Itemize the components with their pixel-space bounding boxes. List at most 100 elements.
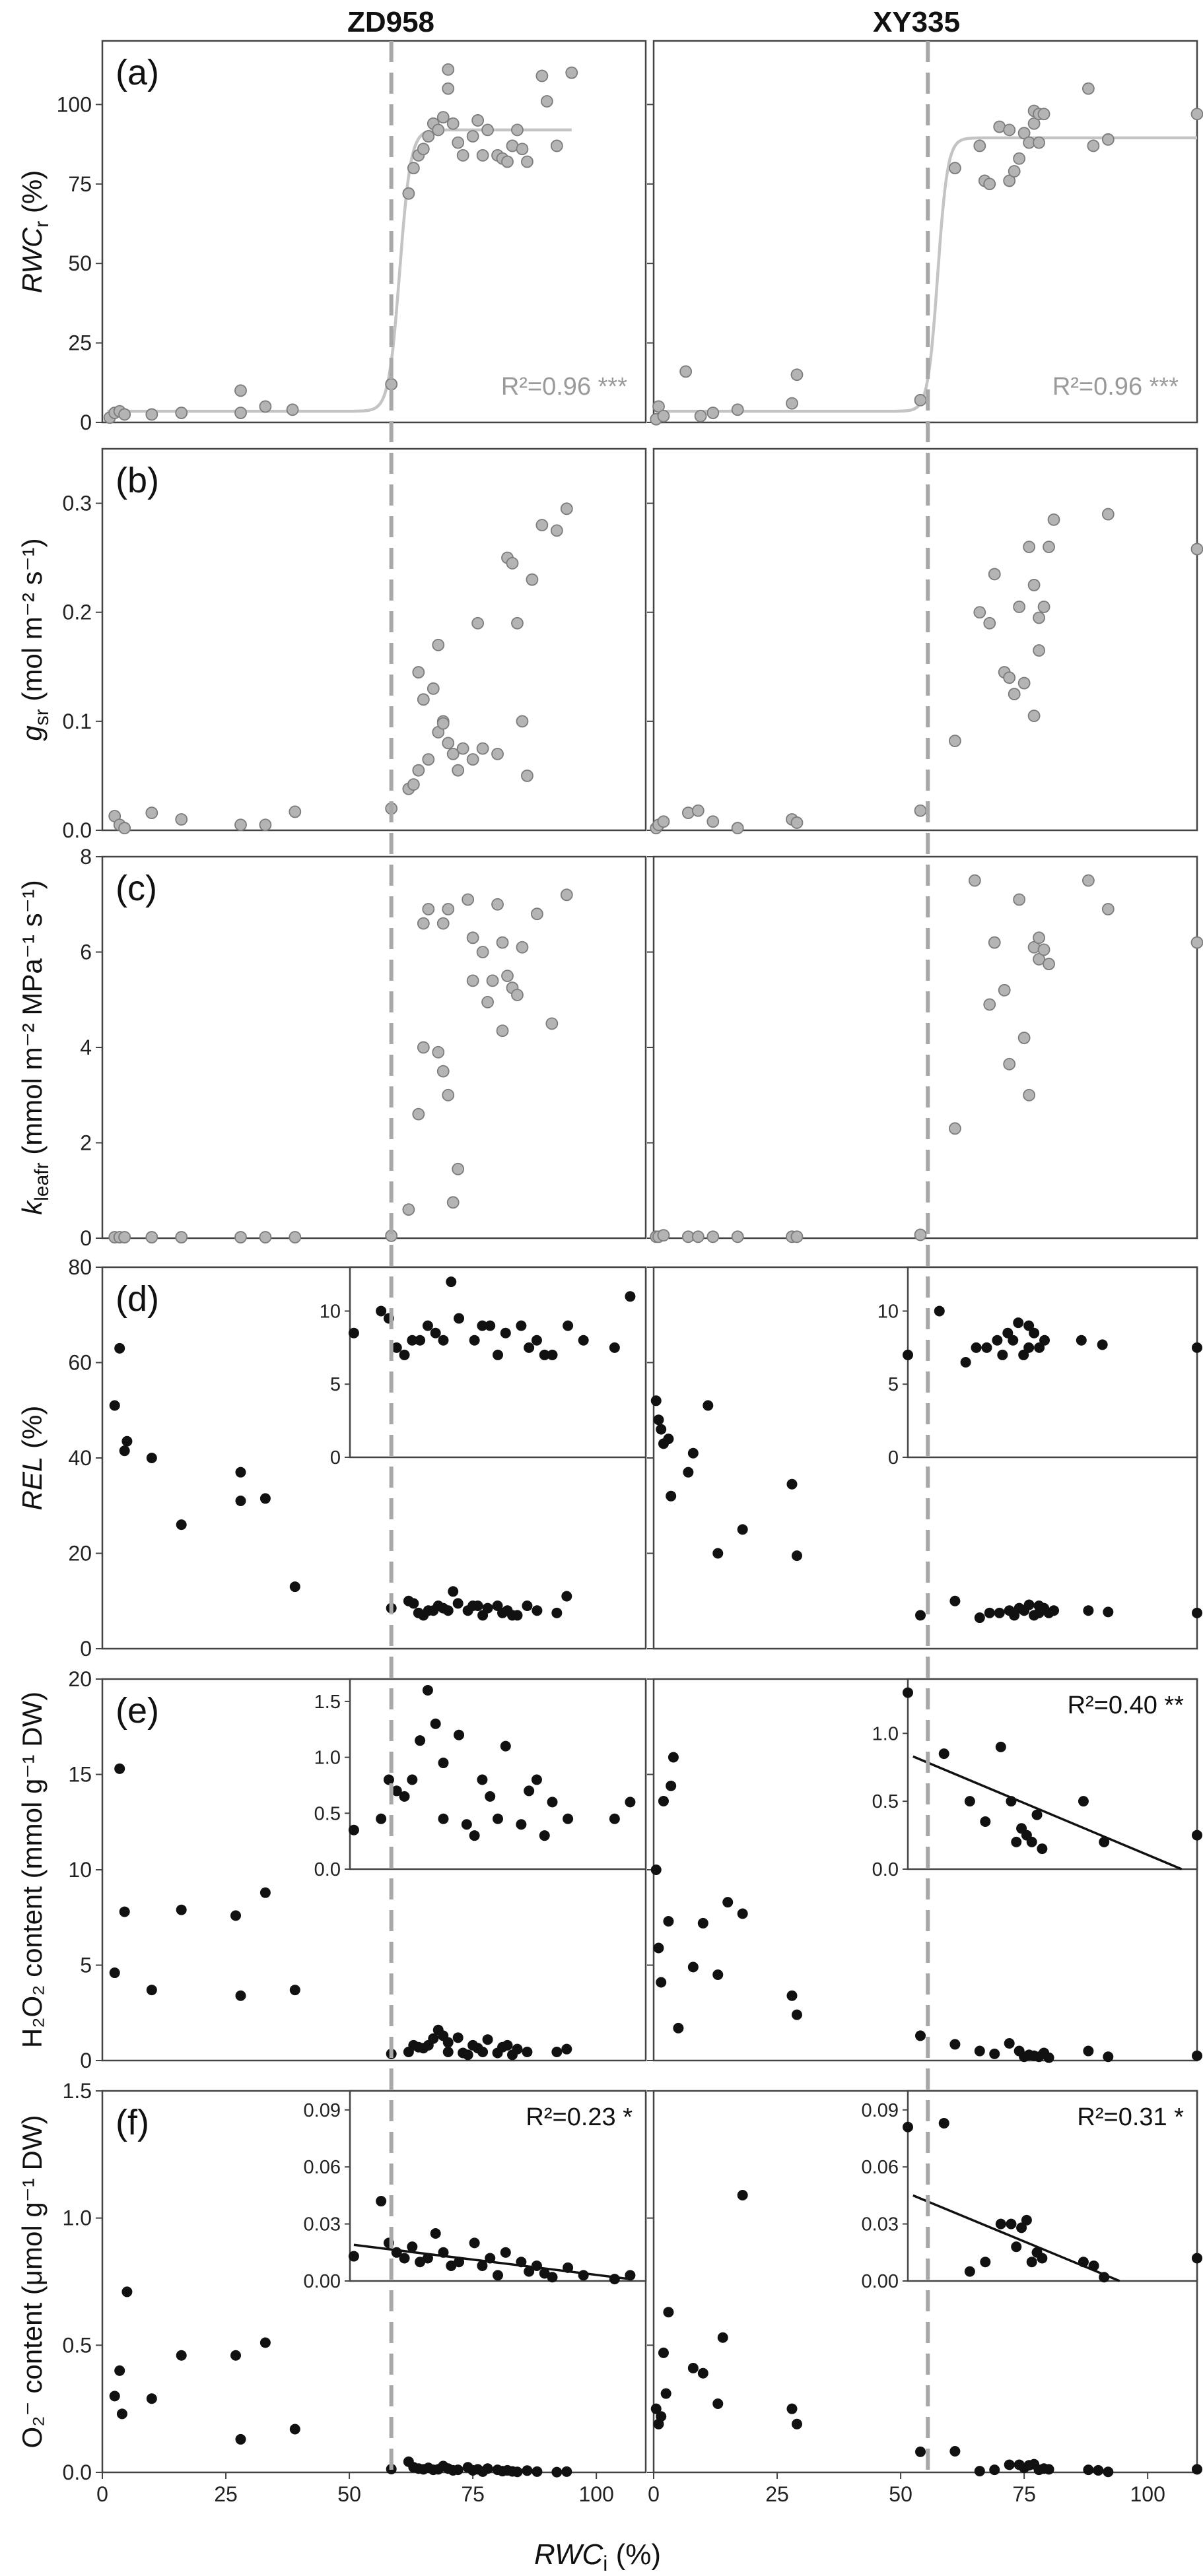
data-point bbox=[482, 2463, 493, 2474]
data-point bbox=[712, 1548, 724, 1559]
data-point bbox=[1033, 644, 1045, 657]
inset-data-point bbox=[469, 1830, 480, 1841]
inset-y-tick-label: 0.00 bbox=[862, 2271, 899, 2292]
y-axis-title: REL (%) bbox=[17, 1406, 48, 1511]
y-axis-title-unit: (mol m⁻² s⁻¹) bbox=[17, 538, 48, 709]
data-point bbox=[551, 2466, 563, 2478]
data-point bbox=[521, 770, 533, 782]
inset-data-point bbox=[539, 1830, 550, 1841]
inset-data-point bbox=[348, 1327, 359, 1338]
data-point bbox=[949, 1595, 961, 1606]
data-point bbox=[974, 2466, 985, 2477]
data-point bbox=[116, 2408, 127, 2420]
data-point bbox=[983, 178, 996, 191]
inset-data-point bbox=[1006, 1796, 1017, 1807]
data-point bbox=[1027, 710, 1041, 722]
data-point bbox=[974, 2045, 985, 2057]
y-axis-title: kleafr (mmol m⁻² MPa⁻¹ s⁻¹) bbox=[17, 880, 53, 1214]
data-point bbox=[496, 936, 509, 949]
inset-data-point bbox=[980, 1816, 991, 1827]
y-tick-label: 0.3 bbox=[63, 492, 92, 515]
inset-data-point bbox=[934, 1305, 945, 1317]
data-point bbox=[1043, 958, 1055, 970]
data-point bbox=[706, 1230, 720, 1243]
data-point bbox=[1083, 1605, 1094, 1616]
inset-data-point bbox=[1037, 2253, 1048, 2264]
data-point bbox=[526, 573, 539, 586]
data-point bbox=[1103, 2051, 1114, 2063]
data-point bbox=[1082, 874, 1095, 887]
inset-data-point bbox=[391, 1785, 402, 1797]
data-point bbox=[1047, 513, 1060, 526]
inset-data-point bbox=[516, 1320, 527, 1331]
y-axis-title: H₂O₂ content (mmol g⁻¹ DW) bbox=[17, 1692, 48, 2048]
inset-data-point bbox=[609, 2274, 620, 2285]
y-tick-label: 10 bbox=[68, 1858, 92, 1882]
plot-frame bbox=[652, 40, 1198, 424]
inset-y-tick-label: 1.5 bbox=[314, 1692, 341, 1713]
data-point bbox=[289, 1231, 302, 1243]
inset-data-point bbox=[376, 1813, 387, 1824]
data-point bbox=[532, 1605, 543, 1616]
data-point bbox=[462, 2049, 473, 2061]
data-point bbox=[737, 1908, 748, 1919]
data-point bbox=[1033, 931, 1045, 944]
data-point bbox=[114, 1342, 125, 1354]
data-point bbox=[737, 2189, 748, 2200]
inset-frame bbox=[907, 2090, 1198, 2282]
inset-data-point bbox=[469, 2237, 480, 2249]
inset-data-point bbox=[430, 1718, 441, 1729]
data-point bbox=[511, 989, 524, 1001]
inset-plot: 0.00 0.03 0.06 0.09 R²=0.31 * bbox=[862, 2090, 1202, 2292]
data-point bbox=[973, 606, 986, 619]
data-point bbox=[1190, 936, 1203, 949]
data-point bbox=[561, 2466, 572, 2477]
data-point bbox=[984, 1607, 995, 1618]
data-point bbox=[653, 1942, 664, 1954]
inset-data-point bbox=[531, 2260, 542, 2271]
data-point bbox=[1037, 943, 1050, 956]
data-point bbox=[235, 1990, 246, 2001]
inset-data-point bbox=[391, 2247, 402, 2258]
y-tick-label: 4 bbox=[80, 1036, 92, 1059]
data-point bbox=[119, 1906, 130, 1917]
inset-plot: 0.00 0.03 0.06 0.09 R²=0.23 * bbox=[304, 2090, 647, 2292]
data-point bbox=[452, 2464, 464, 2476]
y-axis-title-sub: sr bbox=[31, 709, 53, 725]
inset-data-point bbox=[997, 1349, 1008, 1360]
inset-data-point bbox=[609, 1813, 620, 1824]
data-point bbox=[790, 1230, 804, 1243]
inset-data-point bbox=[477, 2260, 488, 2271]
inset-data-point bbox=[415, 1735, 426, 1746]
data-point bbox=[673, 2022, 684, 2033]
panel-e-xy335: 0.0 0.5 1.0 R²=0.40 ** bbox=[647, 1678, 1202, 2063]
data-point bbox=[456, 149, 469, 162]
data-point bbox=[561, 1591, 572, 1602]
data-point bbox=[786, 1990, 798, 2001]
data-point bbox=[668, 1752, 679, 1763]
data-point bbox=[717, 2332, 728, 2343]
y-axis-title-main: REL bbox=[17, 1457, 48, 1511]
data-point bbox=[712, 1969, 724, 1980]
data-point bbox=[660, 2388, 671, 2399]
panel-d-xy335: 0 5 10 bbox=[647, 1266, 1202, 1650]
data-point bbox=[712, 2398, 724, 2409]
data-point bbox=[1101, 903, 1115, 915]
inset-data-point bbox=[531, 1335, 542, 1346]
data-point bbox=[118, 822, 131, 835]
threshold-lines bbox=[389, 41, 930, 2472]
inset-data-point bbox=[964, 1796, 975, 1807]
inset-y-tick-label: 0.03 bbox=[862, 2214, 899, 2235]
data-point bbox=[561, 2043, 572, 2055]
data-point bbox=[512, 2466, 523, 2478]
inset-data-point bbox=[438, 1813, 449, 1824]
inset-y-tick-label: 0.0 bbox=[872, 1859, 899, 1880]
data-point bbox=[522, 2465, 533, 2476]
panel-letter: (e) bbox=[116, 1691, 159, 1731]
y-axis-title-sub: r bbox=[31, 221, 53, 228]
inset-data-point bbox=[348, 1824, 359, 1835]
data-point bbox=[109, 1400, 120, 1411]
data-point bbox=[791, 2418, 802, 2429]
data-point bbox=[436, 917, 450, 930]
data-point bbox=[481, 995, 494, 1008]
